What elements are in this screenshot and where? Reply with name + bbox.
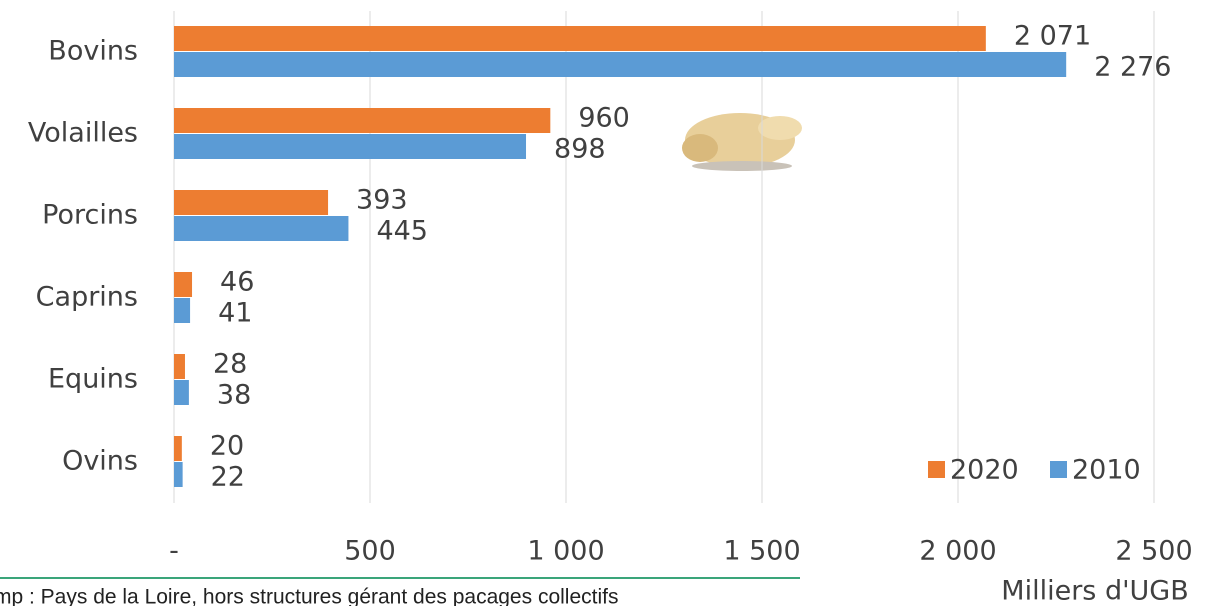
data-label: 2 276 xyxy=(1094,52,1171,83)
legend-label: 2020 xyxy=(950,455,1019,486)
bar xyxy=(174,354,185,379)
data-label: 393 xyxy=(356,185,408,216)
y-tick-label: Equins xyxy=(48,364,138,395)
bar xyxy=(174,26,986,51)
x-tick-label: 2 500 xyxy=(1115,536,1192,567)
bar xyxy=(174,108,551,133)
bar xyxy=(174,272,193,297)
data-label: 41 xyxy=(218,298,252,329)
bar xyxy=(174,462,183,487)
chicken-image xyxy=(682,113,802,171)
bar xyxy=(174,216,349,241)
legend-swatch xyxy=(1050,461,1067,478)
legend-label: 2010 xyxy=(1072,455,1141,486)
data-label: 22 xyxy=(211,462,245,493)
data-label: 960 xyxy=(578,103,630,134)
y-tick-label: Porcins xyxy=(42,200,138,231)
bar xyxy=(174,298,191,323)
y-tick-label: Volailles xyxy=(28,118,138,149)
bar xyxy=(174,52,1067,77)
y-tick-label: Bovins xyxy=(48,36,138,67)
data-label: 445 xyxy=(376,216,428,247)
bar xyxy=(174,436,182,461)
data-label: 38 xyxy=(217,380,251,411)
data-label: 28 xyxy=(213,349,247,380)
data-label: 20 xyxy=(210,431,244,462)
x-tick-label: 1 500 xyxy=(723,536,800,567)
data-label: 46 xyxy=(220,267,254,298)
x-tick-label: - xyxy=(169,536,179,567)
y-tick-label: Caprins xyxy=(36,282,138,313)
x-tick-label: 2 000 xyxy=(919,536,996,567)
x-tick-label: 500 xyxy=(344,536,396,567)
x-tick-label: 1 000 xyxy=(527,536,604,567)
bar xyxy=(174,380,189,405)
data-label: 2 071 xyxy=(1014,21,1091,52)
footnote: mp : Pays de la Loire, hors structures g… xyxy=(0,586,618,606)
bar xyxy=(174,134,527,159)
legend-swatch xyxy=(928,461,945,478)
bar xyxy=(174,190,329,215)
y-tick-label: Ovins xyxy=(62,446,138,477)
data-label: 898 xyxy=(554,134,606,165)
x-axis-label: Milliers d'UGB xyxy=(1001,576,1188,606)
